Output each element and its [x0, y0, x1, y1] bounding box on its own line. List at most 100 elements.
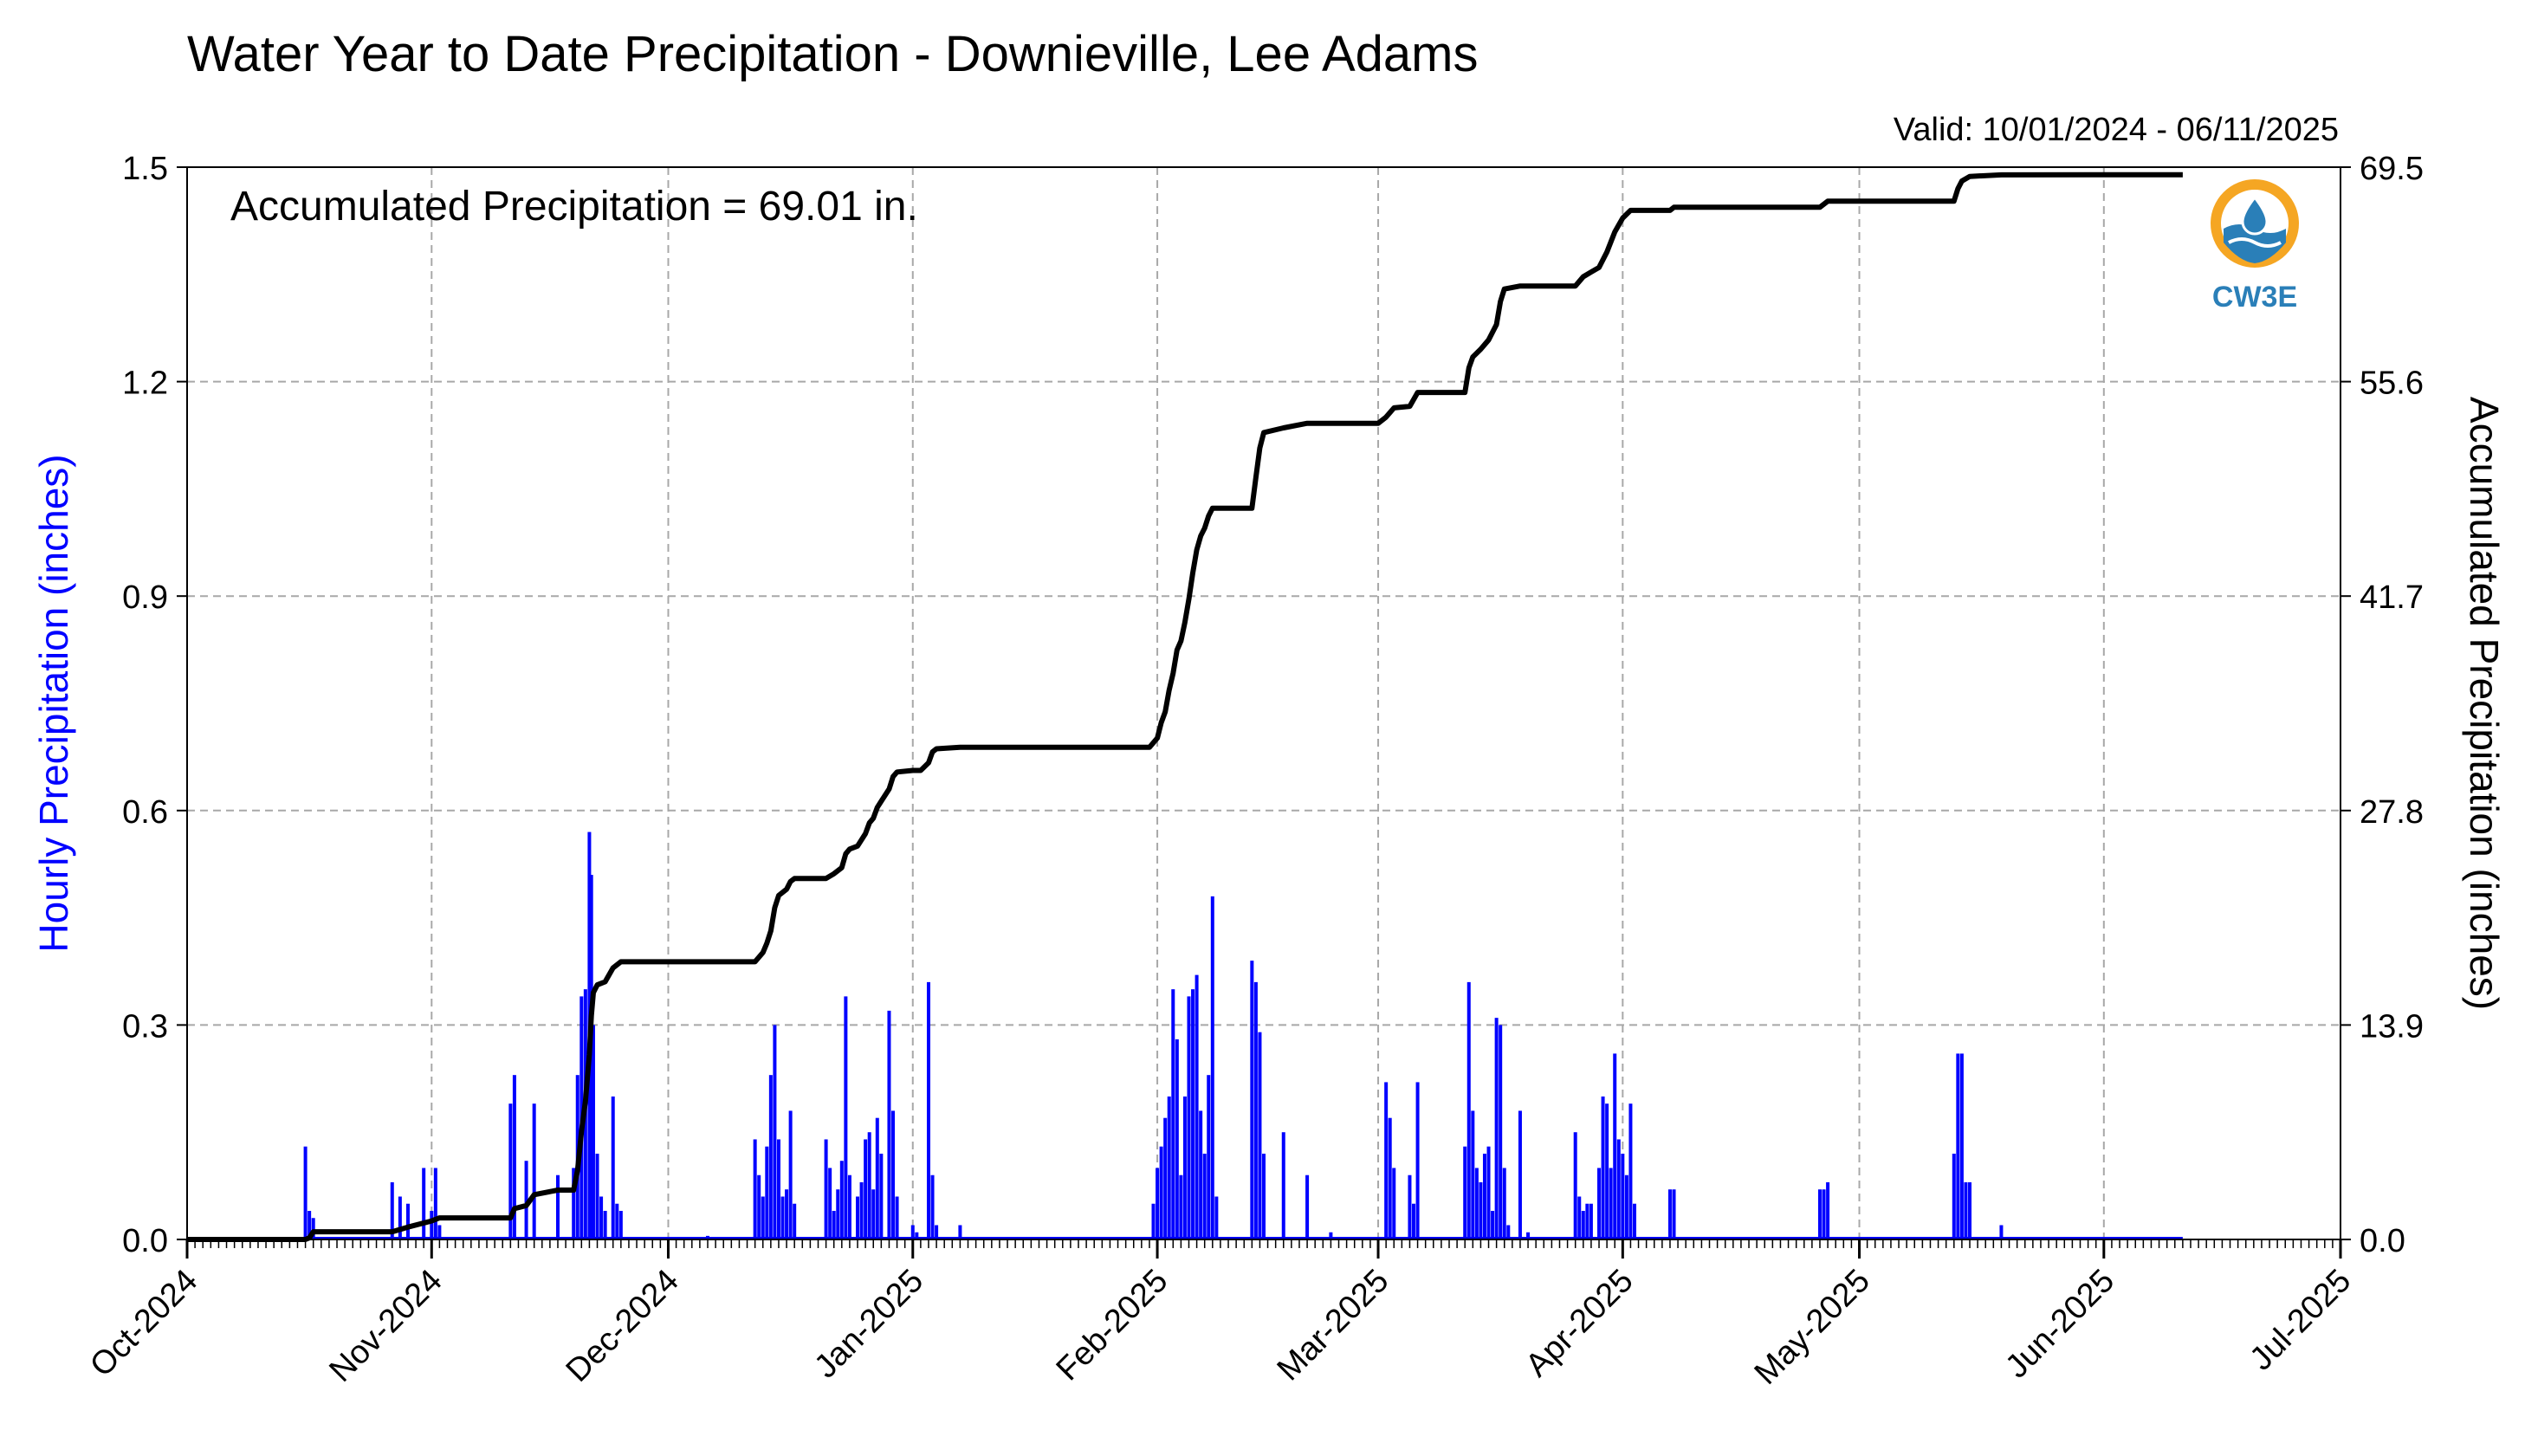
hourly-bar	[1466, 981, 1471, 1239]
chart-title: Water Year to Date Precipitation - Downi…	[187, 26, 1479, 82]
hourly-bar	[847, 1175, 851, 1239]
hourly-bar	[1412, 1203, 1416, 1239]
hourly-bar	[1408, 1175, 1412, 1239]
hourly-bar	[935, 1225, 939, 1239]
hourly-bar	[433, 1168, 437, 1239]
logo-text: CW3E	[2212, 281, 2297, 314]
hourly-bar	[1388, 1117, 1392, 1239]
right-y-tick-label: 41.7	[2360, 579, 2424, 616]
hourly-bar	[1175, 1039, 1179, 1239]
hourly-bar	[508, 1103, 513, 1239]
hourly-bar	[611, 1096, 615, 1239]
hourly-bar	[1613, 1053, 1617, 1239]
hourly-bar	[1601, 1096, 1605, 1239]
right-y-tick-label: 13.9	[2360, 1008, 2424, 1045]
hourly-bar	[437, 1225, 442, 1239]
right-y-axis: 0.0 13.9 27.8 41.7 55.6 69.5	[2340, 151, 2424, 1259]
hourly-bar	[1959, 1053, 1964, 1239]
hourly-bar	[930, 1175, 935, 1239]
hourly-bar	[773, 1025, 777, 1239]
hourly-bar	[867, 1132, 871, 1239]
hourly-bar	[1822, 1189, 1826, 1239]
hourly-bar	[757, 1175, 761, 1239]
left-y-tick-label: 1.2	[122, 366, 168, 402]
hourly-bar	[895, 1196, 899, 1239]
hourly-bar	[595, 1153, 599, 1239]
hourly-bar	[1474, 1168, 1479, 1239]
accumulated-precipitation-line	[187, 171, 2183, 1242]
hourly-bar	[1262, 1153, 1266, 1239]
hourly-bar	[1585, 1203, 1589, 1239]
hourly-bar	[875, 1117, 879, 1239]
hourly-bar	[1628, 1103, 1633, 1239]
hourly-bar	[765, 1146, 769, 1239]
hourly-bar	[1589, 1203, 1593, 1239]
hourly-bar	[1329, 1232, 1333, 1239]
hourly-bar	[1179, 1175, 1183, 1239]
left-y-tick-label: 0.6	[122, 794, 168, 831]
hourly-bar	[572, 1168, 576, 1239]
hourly-bar	[599, 1196, 604, 1239]
hourly-bar	[1415, 1082, 1420, 1239]
hourly-bar	[793, 1203, 797, 1239]
plot-frame	[186, 166, 2341, 1240]
left-y-tick-label: 0.0	[122, 1223, 168, 1259]
right-y-axis-label: Accumulated Precipitation (inches)	[2462, 397, 2507, 1010]
hourly-bar	[1305, 1175, 1310, 1239]
left-y-tick-label: 0.3	[122, 1008, 168, 1045]
left-y-axis-label: Hourly Precipitation (inches)	[31, 454, 76, 952]
hourly-bar	[615, 1203, 619, 1239]
hourly-bar	[405, 1203, 410, 1239]
hourly-bar	[1624, 1175, 1628, 1239]
right-y-tick-label: 55.6	[2360, 366, 2424, 402]
hourly-bar	[390, 1181, 394, 1239]
hourly-bar	[1826, 1181, 1830, 1239]
hourly-bar	[1597, 1168, 1602, 1239]
hourly-bar	[785, 1189, 789, 1239]
hourly-bar	[1281, 1132, 1285, 1239]
hourly-bar	[524, 1161, 528, 1239]
hourly-bar	[926, 981, 930, 1239]
hourly-bar	[1999, 1225, 2004, 1239]
left-y-axis: 0.0 0.3 0.6 0.9 1.2 1.5	[122, 151, 187, 1259]
right-y-tick-label: 0.0	[2360, 1223, 2405, 1259]
hourly-bar	[1195, 974, 1199, 1239]
hourly-bar	[1253, 981, 1258, 1239]
hourly-bar	[603, 1210, 607, 1239]
hourly-bar	[1956, 1053, 1960, 1239]
hourly-bar	[887, 1010, 891, 1239]
hourly-bar	[308, 1210, 312, 1239]
hourly-bar	[1605, 1103, 1609, 1239]
hourly-bar	[871, 1189, 876, 1239]
hourly-bar	[1494, 1018, 1499, 1239]
hourly-bar	[1506, 1225, 1511, 1239]
hourly-bar	[1171, 989, 1175, 1239]
hourly-bar	[430, 1210, 434, 1239]
left-y-tick-label: 0.9	[122, 579, 168, 616]
hourly-bar	[1616, 1139, 1621, 1239]
hourly-bar	[1187, 996, 1191, 1239]
hourly-bar	[1199, 1110, 1203, 1239]
hourly-bar	[1214, 1196, 1219, 1239]
hourly-bar	[958, 1225, 962, 1239]
hourly-bar	[1479, 1181, 1483, 1239]
hourly-bar	[1207, 1075, 1211, 1239]
hourly-bar	[1384, 1082, 1389, 1239]
grid-lines	[187, 167, 2340, 1239]
hourly-bar	[910, 1225, 915, 1239]
hourly-bar	[1463, 1146, 1467, 1239]
hourly-bar	[844, 996, 848, 1239]
hourly-bar	[422, 1168, 426, 1239]
hourly-bar	[1210, 896, 1214, 1239]
hourly-bar	[1573, 1132, 1577, 1239]
hourly-bar	[839, 1161, 844, 1239]
hourly-bar	[788, 1110, 793, 1239]
hourly-bar	[1964, 1181, 1968, 1239]
hourly-bar	[1526, 1232, 1531, 1239]
hourly-bar	[706, 1235, 710, 1239]
hourly-bar	[591, 1025, 595, 1239]
hourly-bar	[1609, 1168, 1613, 1239]
hourly-bar	[1167, 1096, 1171, 1239]
hourly-bar	[864, 1139, 868, 1239]
